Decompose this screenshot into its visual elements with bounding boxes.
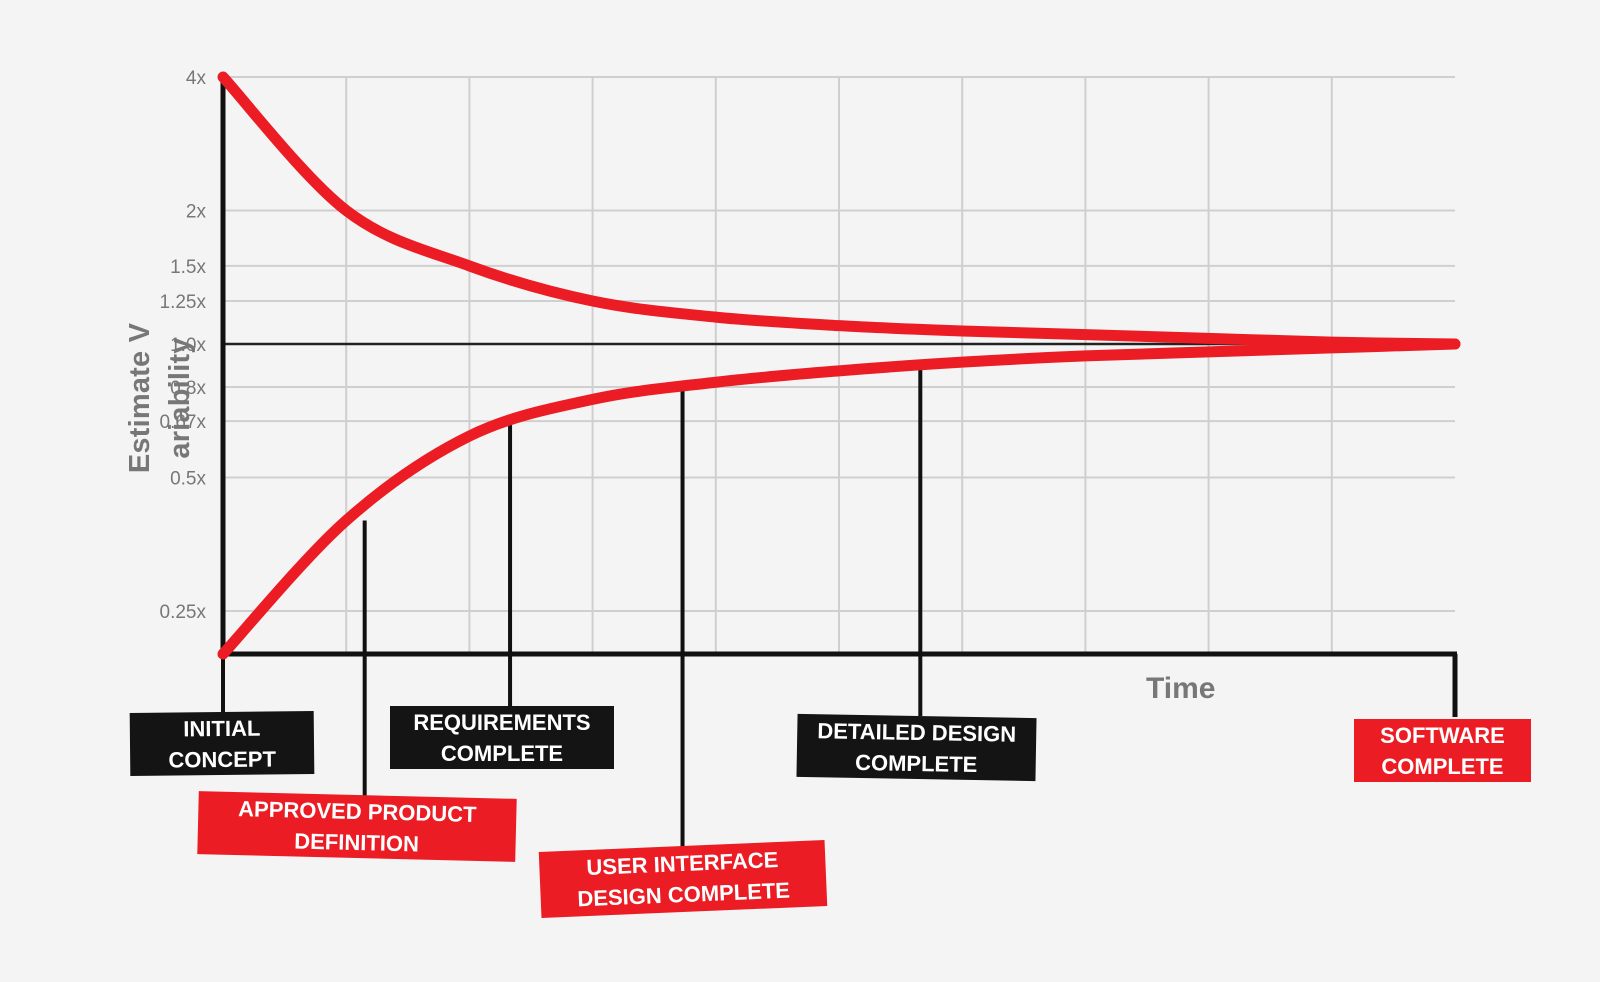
y-tick-label: 1.25x	[160, 292, 207, 313]
y-tick-label: 0.25x	[160, 602, 207, 623]
milestone-label-line: APPROVED PRODUCT	[237, 795, 477, 827]
y-tick-label: 0.5x	[170, 469, 206, 490]
milestone-label-line: INITIAL	[183, 715, 261, 741]
milestone-label-line: COMPLETE	[440, 740, 564, 766]
milestone-label-line: CONCEPT	[168, 745, 277, 773]
y-tick-label: 4x	[186, 68, 207, 89]
milestone-software-complete: SOFTWARE COMPLETE	[1354, 719, 1531, 782]
funnel-curve-upper	[217, 71, 1461, 350]
funnel-curve-lower	[217, 338, 1461, 660]
y-tick-label: 2x	[186, 202, 207, 223]
x-axis-label: Time	[1146, 672, 1216, 705]
y-axis-label: Estimate V ariability	[124, 322, 196, 474]
milestone-requirements-complete: REQUIREMENTS COMPLETE	[390, 706, 614, 769]
milestone-label-line: REQUIREMENTS	[413, 709, 591, 735]
milestone-label-line: SOFTWARE	[1380, 722, 1505, 748]
milestone-label-line: COMPLETE	[854, 749, 978, 777]
y-tick-label: 1.5x	[170, 257, 206, 278]
y-tick-label: 0.67x	[160, 412, 207, 433]
milestone-initial-concept: INITIAL CONCEPT	[129, 711, 315, 776]
y-tick-label: 0.8x	[170, 378, 206, 399]
milestone-approved-product-definition: APPROVED PRODUCT DEFINITION	[197, 791, 517, 862]
milestone-user-interface-design-complete: USER INTERFACE DESIGN COMPLETE	[538, 840, 828, 918]
milestone-detailed-design-complete: DETAILED DESIGN COMPLETE	[796, 713, 1037, 782]
milestone-label-line: DETAILED DESIGN	[817, 717, 1017, 747]
milestone-label-line: DEFINITION	[293, 827, 420, 857]
y-tick-label: 1.0x	[170, 335, 206, 356]
milestone-label-line: COMPLETE	[1381, 753, 1504, 779]
